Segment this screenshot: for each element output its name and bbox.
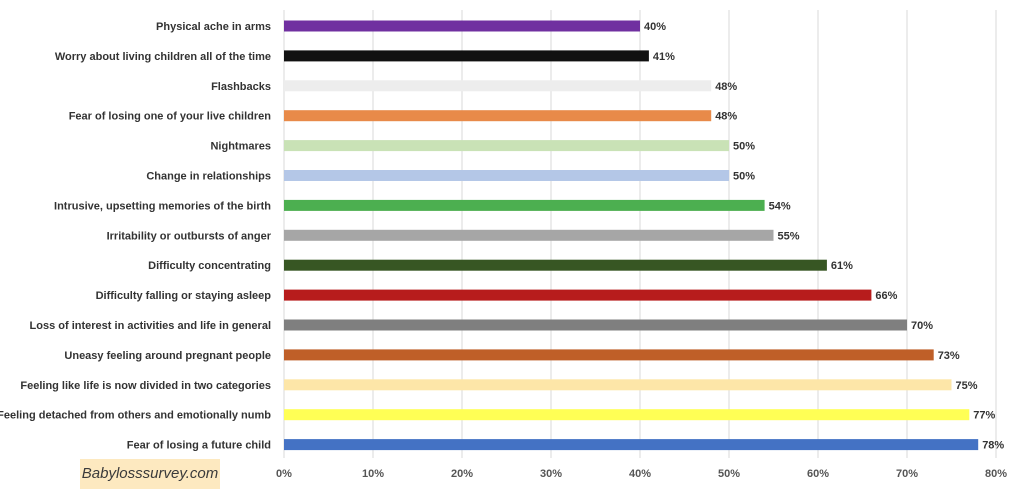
- x-tick-label: 30%: [540, 468, 562, 480]
- category-label: Change in relationships: [146, 171, 271, 183]
- bar: [284, 289, 872, 301]
- category-label: Feeling like life is now divided in two …: [20, 380, 271, 392]
- bar: [284, 80, 712, 92]
- watermark-label: Babylosssurvey.com: [80, 459, 220, 489]
- category-label: Worry about living children all of the t…: [55, 51, 271, 63]
- x-tick-label: 40%: [629, 468, 651, 480]
- data-label: 77%: [973, 410, 995, 422]
- data-label: 41%: [653, 51, 675, 63]
- data-label: 48%: [715, 81, 737, 93]
- bar: [284, 20, 640, 32]
- data-label: 73%: [938, 350, 960, 362]
- x-tick-label: 0%: [276, 468, 292, 480]
- bar: [284, 199, 765, 211]
- bar: [284, 170, 729, 181]
- x-tick-label: 70%: [896, 468, 918, 480]
- data-label: 70%: [911, 320, 933, 332]
- category-label: Intrusive, upsetting memories of the bir…: [54, 200, 271, 212]
- bar: [284, 50, 649, 62]
- bar: [284, 439, 979, 451]
- x-tick-label: 10%: [362, 468, 384, 480]
- category-label: Fear of losing one of your live children: [69, 111, 272, 123]
- category-label: Difficulty falling or staying asleep: [96, 290, 272, 302]
- bar: [284, 409, 970, 421]
- category-label: Irritability or outbursts of anger: [107, 230, 272, 242]
- data-label: 61%: [831, 260, 853, 272]
- bar: [284, 140, 729, 152]
- category-label: Flashbacks: [211, 81, 271, 93]
- category-label: Fear of losing a future child: [127, 440, 271, 452]
- category-label: Loss of interest in activities and life …: [30, 320, 271, 332]
- x-tick-label: 60%: [807, 468, 829, 480]
- category-label: Physical ache in arms: [156, 21, 271, 33]
- data-label: 75%: [956, 380, 978, 392]
- category-label: Difficulty concentrating: [148, 260, 271, 272]
- data-label: 40%: [644, 21, 666, 33]
- x-axis-tick-labels: 0% 10% 20% 30% 40% 50% 60% 70% 80%: [276, 468, 1007, 480]
- data-label: 66%: [875, 290, 897, 302]
- bar: [284, 319, 907, 331]
- x-tick-label: 50%: [718, 468, 740, 480]
- data-label: 78%: [982, 440, 1004, 452]
- bars: [284, 20, 979, 451]
- bar: [284, 349, 934, 361]
- data-label: 55%: [778, 230, 800, 242]
- x-tick-label: 80%: [985, 468, 1007, 480]
- bar: [284, 379, 952, 391]
- bar: [284, 110, 712, 122]
- x-tick-label: 20%: [451, 468, 473, 480]
- data-label: 50%: [733, 171, 755, 183]
- data-label: 50%: [733, 141, 755, 153]
- category-label: Uneasy feeling around pregnant people: [64, 350, 271, 362]
- data-label: 54%: [769, 200, 791, 212]
- bar: [284, 259, 827, 271]
- value-labels: 40% 41% 48% 48% 50% 50% 54% 55% 61% 66% 70% 73% 75% 7…: [644, 21, 1004, 452]
- category-label: Nightmares: [210, 141, 271, 153]
- category-label: Feeling detached from others and emotion…: [0, 410, 271, 422]
- category-labels: Physical ache in arms Worry about living …: [0, 21, 272, 452]
- bar: [284, 229, 774, 241]
- data-label: 48%: [715, 111, 737, 123]
